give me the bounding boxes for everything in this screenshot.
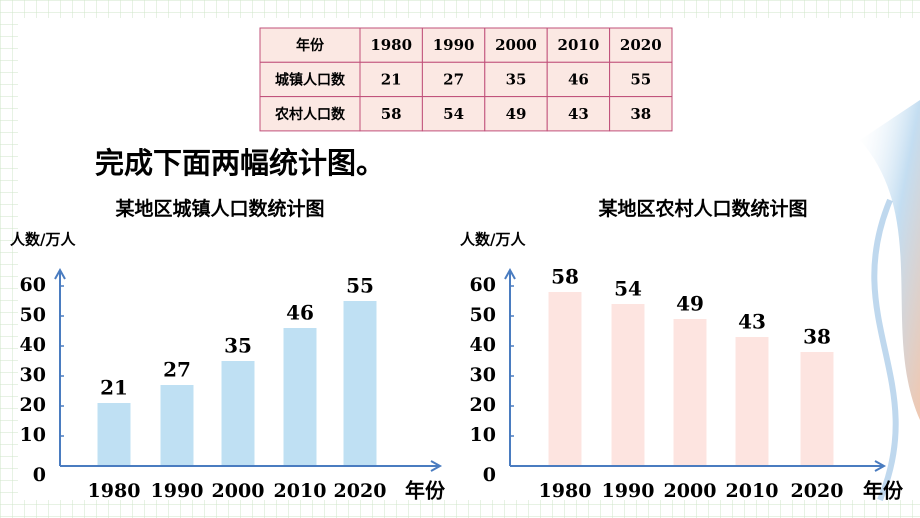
table-text: 35	[506, 70, 527, 88]
table-text: 农村人口数	[274, 106, 346, 123]
table-cell	[546, 96, 611, 132]
table-text: 38	[630, 105, 651, 123]
left-border	[0, 0, 18, 518]
bar	[800, 352, 834, 466]
y-axis-label: 人数/万人	[460, 231, 526, 249]
table-cell	[359, 96, 423, 132]
x-axis-label: 年份	[863, 479, 904, 503]
bar	[97, 403, 131, 466]
chart-title: 某地区农村人口数统计图	[598, 197, 807, 220]
table-text: 城镇人口数	[275, 71, 346, 88]
value-label: 21	[100, 376, 128, 400]
x-tick-label: 2020	[791, 480, 844, 502]
x-tick-label: 2010	[274, 480, 327, 502]
heading: 完成下面两幅统计图。	[95, 146, 385, 180]
table-cell	[259, 27, 361, 63]
y-tick-label: 0	[33, 464, 46, 486]
table-text: 49	[506, 105, 527, 123]
table-cell	[484, 61, 548, 98]
x-tick-label: 1990	[151, 480, 204, 502]
value-label: 43	[738, 310, 766, 334]
y-tick-label: 30	[20, 364, 46, 386]
table-cell	[359, 61, 423, 98]
top-border	[0, 0, 920, 18]
table-cell	[609, 61, 673, 98]
table-cell	[359, 27, 423, 63]
table-cell	[609, 96, 673, 132]
decoration	[860, 100, 920, 420]
bottom-border	[0, 500, 920, 518]
y-tick-label: 60	[470, 274, 496, 296]
table-text: 27	[443, 70, 464, 88]
table-text: 1980	[370, 36, 412, 54]
x-tick-label: 2000	[212, 480, 265, 502]
value-label: 55	[346, 274, 374, 298]
table-text: 1990	[433, 36, 475, 54]
value-label: 58	[551, 265, 579, 289]
y-tick-label: 20	[470, 394, 496, 416]
table-text: 46	[568, 70, 589, 88]
x-tick-label: 2010	[726, 480, 779, 502]
y-tick-label: 50	[470, 304, 496, 326]
y-tick-label: 10	[470, 424, 496, 446]
value-label: 38	[803, 325, 831, 349]
bar	[735, 337, 769, 466]
value-label: 27	[163, 358, 191, 382]
bar	[548, 292, 582, 466]
value-label: 49	[676, 292, 704, 316]
table-text: 55	[630, 70, 651, 88]
table-text: 54	[443, 105, 464, 123]
chart-title: 某地区城镇人口数统计图	[115, 197, 324, 220]
table-text: 年份	[296, 37, 325, 54]
y-tick-label: 10	[20, 424, 46, 446]
table-cell	[484, 96, 548, 132]
x-tick-label: 1990	[602, 480, 655, 502]
x-tick-label: 2000	[664, 480, 717, 502]
bar	[160, 385, 194, 466]
x-tick-label: 1980	[88, 480, 141, 502]
decoration	[871, 198, 899, 502]
value-label: 35	[224, 334, 252, 358]
x-tick-label: 1980	[539, 480, 592, 502]
axis	[54, 267, 66, 466]
y-tick-label: 20	[20, 394, 46, 416]
axis	[504, 267, 516, 466]
axis	[510, 460, 887, 472]
table-text: 2010	[558, 36, 600, 54]
y-tick-label: 0	[483, 464, 496, 486]
table-text: 21	[381, 70, 402, 88]
table-text: 43	[568, 105, 589, 123]
bar	[343, 301, 377, 466]
bar	[611, 304, 645, 466]
y-tick-label: 40	[470, 334, 496, 356]
table-cell	[484, 27, 548, 63]
x-axis-label: 年份	[405, 479, 446, 503]
table-text: 2020	[620, 36, 662, 54]
bar	[283, 328, 317, 466]
y-tick-label: 60	[20, 274, 46, 296]
y-axis-label: 人数/万人	[10, 231, 76, 249]
value-label: 46	[286, 301, 314, 325]
table-cell	[609, 27, 673, 63]
value-label: 54	[614, 277, 642, 301]
bar	[673, 319, 707, 466]
y-tick-label: 50	[20, 304, 46, 326]
axis	[60, 460, 443, 472]
table-text: 2000	[495, 36, 537, 54]
table-text: 58	[381, 105, 402, 123]
y-tick-label: 40	[20, 334, 46, 356]
x-tick-label: 2020	[334, 480, 387, 502]
y-tick-label: 30	[470, 364, 496, 386]
bar	[221, 361, 255, 466]
